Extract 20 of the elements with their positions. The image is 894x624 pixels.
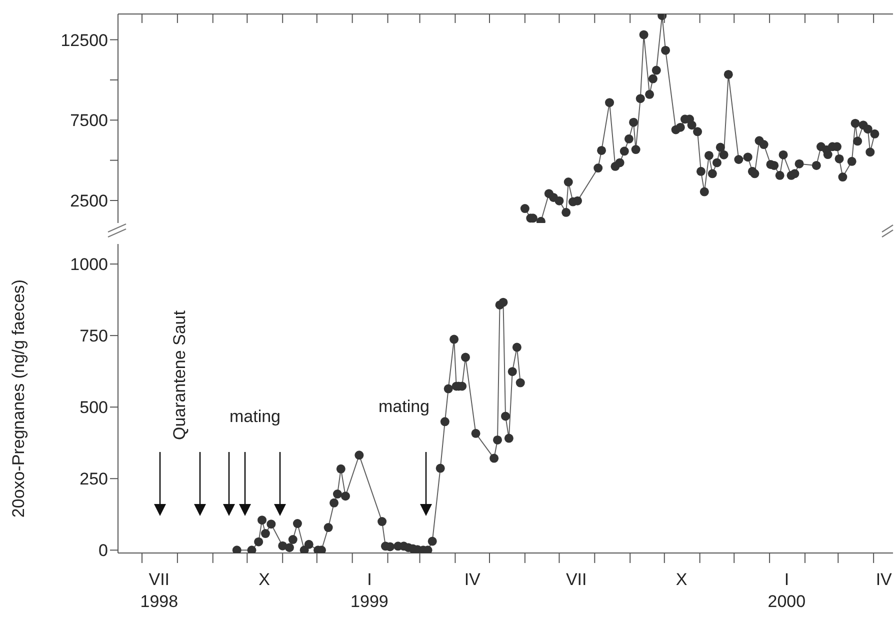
- y-axis-title: 20oxo-Pregnanes (ng/g faeces): [9, 279, 28, 518]
- y-tick-label: 0: [98, 541, 108, 560]
- y-tick-label: 1000: [70, 255, 108, 274]
- x-tick-label: X: [258, 570, 270, 589]
- x-tick-label: IV: [876, 570, 893, 589]
- x-tick-label: I 1999: [350, 570, 388, 611]
- annotation: mating: [378, 397, 430, 416]
- y-tick-label: 250: [80, 470, 108, 489]
- annotation: Quarantene Saut: [170, 310, 189, 440]
- y-tick-label: 750: [80, 326, 108, 346]
- y-tick-label: 7500: [70, 111, 108, 130]
- x-tick-label: X: [676, 570, 688, 589]
- x-tick-label: IV: [464, 570, 482, 589]
- annotation: mating: [229, 407, 281, 426]
- x-tick-label: I 2000: [768, 570, 806, 611]
- x-tick-label: VII: [566, 570, 587, 589]
- y-tick-label: 500: [80, 398, 108, 418]
- y-tick-label: 2500: [70, 192, 108, 211]
- x-tick-label: VII 1998: [140, 570, 178, 611]
- y-tick-label: 12500: [60, 30, 108, 50]
